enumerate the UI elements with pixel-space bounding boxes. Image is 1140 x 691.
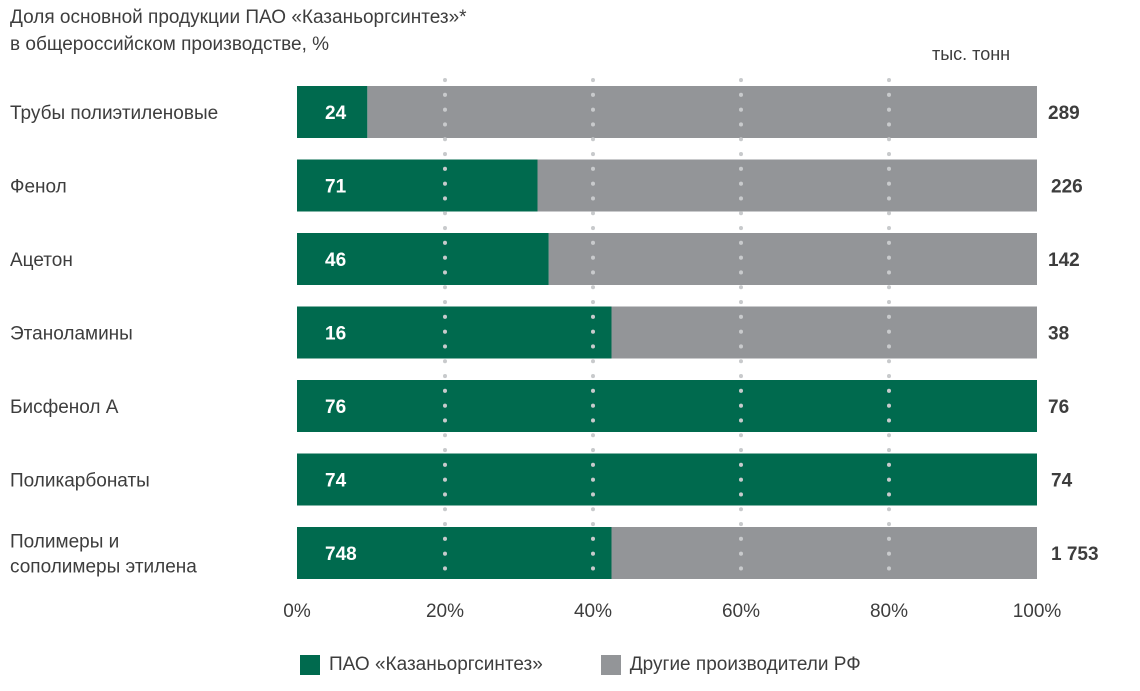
legend-swatch-company	[300, 655, 320, 675]
legend-item-others: Другие производители РФ	[600, 654, 861, 676]
total-volume-label: 76	[1048, 397, 1069, 418]
company-volume-label: 71	[325, 177, 347, 198]
legend-label-company: ПАО «Казаньоргсинтез»	[329, 654, 543, 675]
bar-others	[537, 159, 1037, 212]
bar-company	[297, 306, 612, 359]
total-volume-label: 289	[1048, 103, 1080, 124]
legend: ПАО «Казаньоргсинтез» Другие производите…	[300, 654, 919, 676]
total-volume-label: 142	[1048, 250, 1080, 271]
x-tick-label: 0%	[283, 601, 311, 622]
company-volume-label: 16	[325, 324, 346, 345]
total-volume-label: 38	[1048, 324, 1069, 345]
category-label: Этаноламины	[10, 324, 133, 345]
bar-company	[297, 159, 538, 212]
bar-others	[367, 86, 1037, 138]
total-volume-label: 74	[1051, 471, 1073, 492]
grid-lines	[443, 78, 891, 584]
category-label: Поликарбонаты	[10, 471, 150, 492]
bar-others	[548, 233, 1037, 285]
x-tick-label: 80%	[870, 601, 908, 622]
unit-label: тыс. тонн	[932, 44, 1011, 64]
x-tick-label: 20%	[426, 601, 464, 622]
company-volume-label: 24	[325, 103, 347, 124]
legend-item-company: ПАО «Казаньоргсинтез»	[300, 654, 543, 676]
bar-company	[297, 233, 549, 285]
total-volume-label: 1 753	[1051, 544, 1099, 565]
bar-others	[611, 527, 1037, 579]
labels: 24 289 Трубы полиэтиленовые 71 226 Фенол 46 142…	[10, 103, 1099, 622]
company-volume-label: 748	[325, 544, 357, 565]
bar-company	[297, 527, 612, 579]
chart-title-line-2: в общероссийском производстве, %	[10, 34, 330, 55]
legend-label-others: Другие производители РФ	[629, 654, 861, 675]
category-label: Ацетон	[10, 250, 73, 271]
legend-swatch-others	[600, 655, 621, 675]
category-label: Трубы полиэтиленовые	[10, 103, 218, 124]
bar-company	[297, 380, 1037, 432]
bar-company	[297, 453, 1037, 506]
bar-company	[297, 86, 368, 138]
x-tick-label: 100%	[1013, 601, 1062, 622]
company-volume-label: 46	[325, 250, 346, 271]
category-label: Полимеры и	[10, 532, 119, 553]
company-volume-label: 76	[325, 397, 346, 418]
bars	[297, 86, 1037, 579]
company-volume-label: 74	[325, 471, 347, 492]
chart-title-line-1: Доля основной продукции ПАО «Казаньоргси…	[10, 7, 467, 28]
total-volume-label: 226	[1051, 177, 1083, 198]
bar-others	[611, 306, 1037, 359]
category-label: Фенол	[10, 177, 67, 198]
category-label: сополимеры этилена	[10, 557, 197, 578]
chart-title: Доля основной продукции ПАО «Казаньоргси…	[10, 4, 710, 58]
category-label: Бисфенол А	[10, 397, 119, 418]
x-tick-label: 40%	[574, 601, 612, 622]
x-tick-label: 60%	[722, 601, 760, 622]
stacked-bar-chart: 24 289 Трубы полиэтиленовые 71 226 Фенол 46 142…	[10, 78, 1099, 622]
